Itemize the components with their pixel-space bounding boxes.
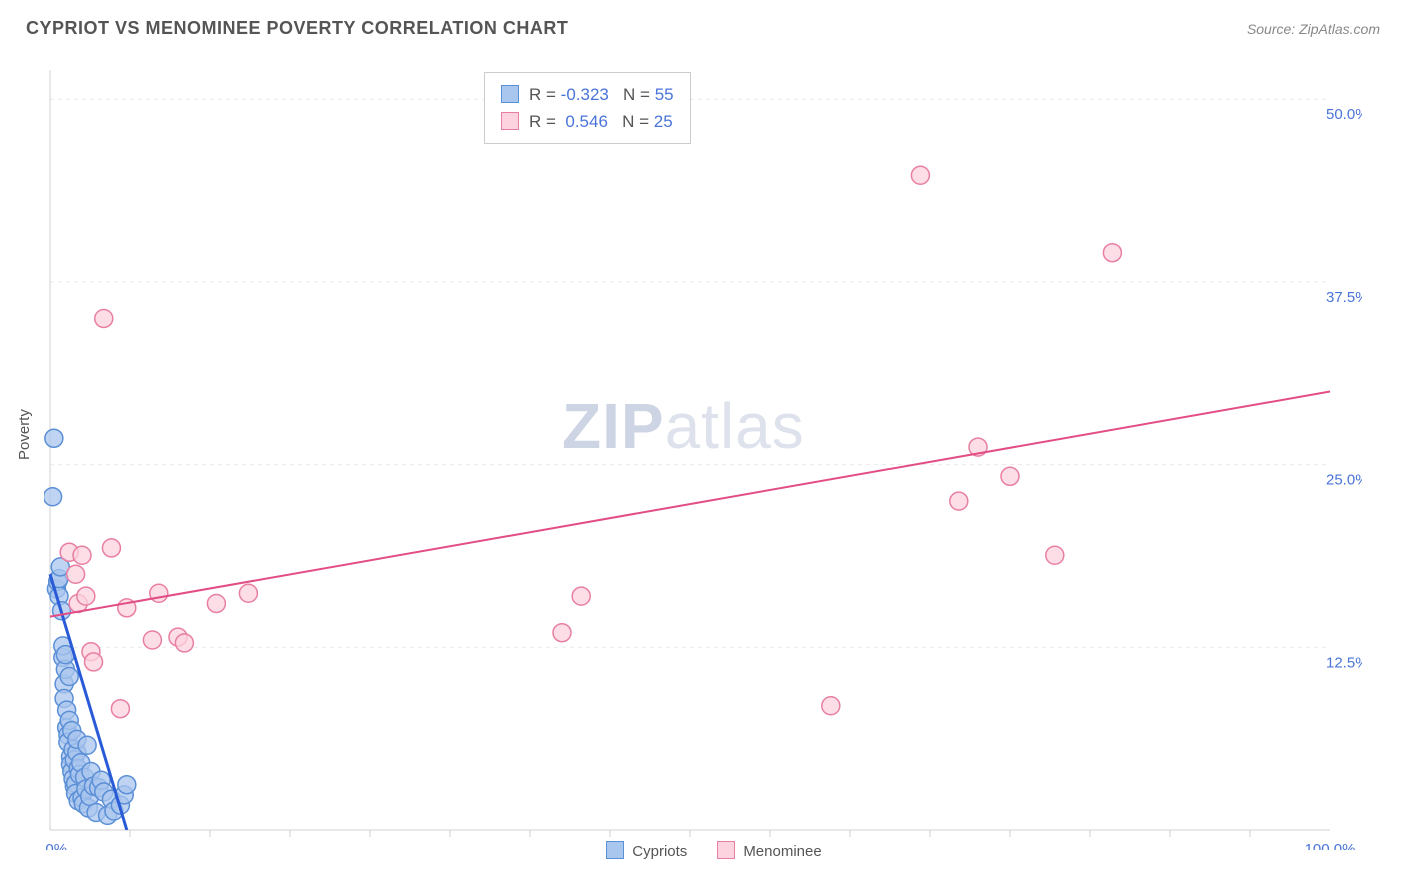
data-point bbox=[45, 429, 63, 447]
data-point bbox=[77, 587, 95, 605]
data-point bbox=[822, 697, 840, 715]
correlation-stats-box: R = -0.323 N = 55R = 0.546 N = 25 bbox=[484, 72, 691, 144]
data-point bbox=[1103, 244, 1121, 262]
y-axis-label: Poverty bbox=[16, 409, 33, 460]
svg-text:12.5%: 12.5% bbox=[1326, 654, 1362, 671]
legend-swatch bbox=[501, 112, 519, 130]
data-point bbox=[73, 546, 91, 564]
data-point bbox=[950, 492, 968, 510]
data-point bbox=[207, 594, 225, 612]
page-title: CYPRIOT VS MENOMINEE POVERTY CORRELATION… bbox=[26, 18, 568, 39]
data-point bbox=[239, 584, 257, 602]
data-point bbox=[78, 736, 96, 754]
data-point bbox=[553, 624, 571, 642]
data-point bbox=[95, 309, 113, 327]
source-credit: Source: ZipAtlas.com bbox=[1247, 21, 1380, 37]
header: CYPRIOT VS MENOMINEE POVERTY CORRELATION… bbox=[0, 0, 1406, 39]
svg-text:25.0%: 25.0% bbox=[1326, 472, 1362, 489]
data-point bbox=[85, 653, 103, 671]
data-point bbox=[175, 634, 193, 652]
scatter-chart: 12.5%25.0%37.5%50.0%0.0%100.0% bbox=[44, 60, 1362, 850]
stat-row: R = -0.323 N = 55 bbox=[501, 81, 674, 108]
data-point bbox=[1001, 467, 1019, 485]
trend-line bbox=[50, 392, 1330, 617]
legend-bottom: Cypriots Menominee bbox=[44, 841, 1384, 860]
legend-item: Cypriots bbox=[606, 841, 687, 860]
data-point bbox=[572, 587, 590, 605]
data-point bbox=[111, 700, 129, 718]
legend-swatch bbox=[501, 85, 519, 103]
data-point bbox=[44, 488, 62, 506]
legend-swatch bbox=[717, 841, 735, 859]
legend-label: Cypriots bbox=[632, 843, 687, 860]
data-point bbox=[102, 539, 120, 557]
data-point bbox=[67, 565, 85, 583]
stat-row: R = 0.546 N = 25 bbox=[501, 108, 674, 135]
data-point bbox=[143, 631, 161, 649]
legend-item: Menominee bbox=[717, 841, 821, 860]
svg-text:50.0%: 50.0% bbox=[1326, 106, 1362, 123]
data-point bbox=[911, 166, 929, 184]
legend-label: Menominee bbox=[743, 843, 821, 860]
chart-container: Poverty 12.5%25.0%37.5%50.0%0.0%100.0% Z… bbox=[44, 60, 1384, 860]
data-point bbox=[60, 668, 78, 686]
data-point bbox=[118, 776, 136, 794]
legend-swatch bbox=[606, 841, 624, 859]
data-point bbox=[1046, 546, 1064, 564]
svg-text:37.5%: 37.5% bbox=[1326, 289, 1362, 306]
